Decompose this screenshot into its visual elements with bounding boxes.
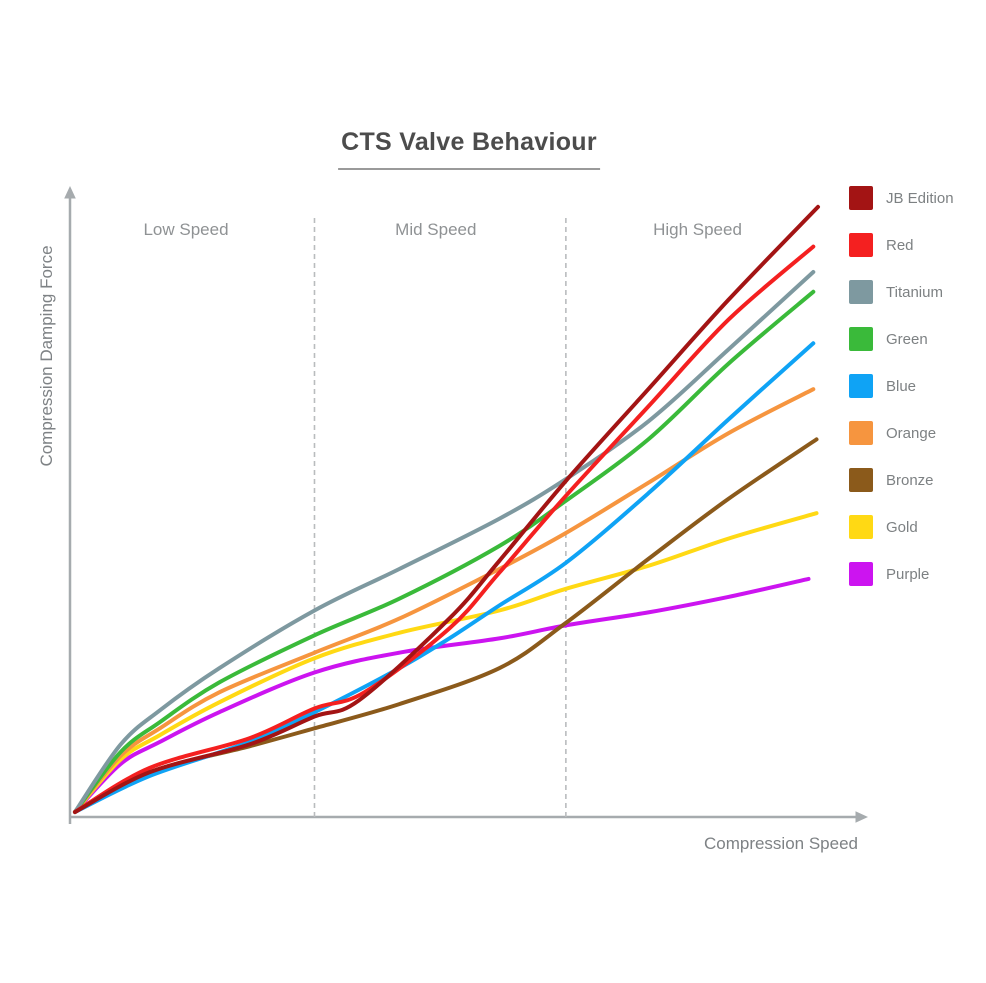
region-label-low-speed: Low Speed bbox=[143, 220, 229, 239]
region-label-mid-speed: Mid Speed bbox=[395, 220, 477, 239]
legend-label: Purple bbox=[886, 565, 930, 583]
legend-swatch-icon bbox=[849, 186, 873, 210]
series-line-gold bbox=[73, 511, 819, 814]
legend-label: Blue bbox=[886, 377, 917, 395]
legend-swatch-icon bbox=[849, 374, 873, 398]
series-line-green bbox=[73, 289, 816, 814]
legend-item: Purple bbox=[849, 562, 954, 586]
legend-label: Gold bbox=[886, 518, 918, 536]
legend-swatch-icon bbox=[849, 515, 873, 539]
x-axis-label: Compression Speed bbox=[703, 834, 858, 853]
legend-item: Blue bbox=[849, 374, 954, 398]
legend-item: Red bbox=[849, 233, 954, 257]
series-line-red bbox=[73, 244, 816, 814]
legend-swatch-icon bbox=[849, 468, 873, 492]
legend-label: Green bbox=[886, 330, 928, 348]
page-title: CTS Valve Behaviour bbox=[338, 128, 600, 170]
legend-label: Orange bbox=[886, 424, 937, 442]
legend-swatch-icon bbox=[849, 327, 873, 351]
y-axis-arrow-icon bbox=[64, 186, 76, 199]
legend-item: JB Edition bbox=[849, 186, 954, 210]
legend-item: Green bbox=[849, 327, 954, 351]
series-line-jb-edition bbox=[73, 204, 820, 814]
legend-item: Bronze bbox=[849, 468, 954, 492]
series-line-titanium bbox=[73, 270, 816, 814]
legend-swatch-icon bbox=[849, 562, 873, 586]
legend-label: JB Edition bbox=[886, 189, 954, 207]
legend-label: Bronze bbox=[886, 471, 934, 489]
legend-label: Titanium bbox=[886, 283, 943, 301]
legend-swatch-icon bbox=[849, 233, 873, 257]
legend-item: Gold bbox=[849, 515, 954, 539]
legend: JB Edition Red Titanium Green Blue Orange Bron… bbox=[849, 186, 954, 586]
legend-item: Orange bbox=[849, 421, 954, 445]
legend-item: Titanium bbox=[849, 280, 954, 304]
legend-swatch-icon bbox=[849, 280, 873, 304]
legend-swatch-icon bbox=[849, 421, 873, 445]
x-axis-arrow-icon bbox=[855, 811, 868, 823]
series-line-purple bbox=[73, 576, 811, 814]
legend-label: Red bbox=[886, 236, 914, 254]
chart-title-wrap: CTS Valve Behaviour bbox=[338, 128, 600, 170]
region-label-high-speed: High Speed bbox=[653, 220, 742, 239]
